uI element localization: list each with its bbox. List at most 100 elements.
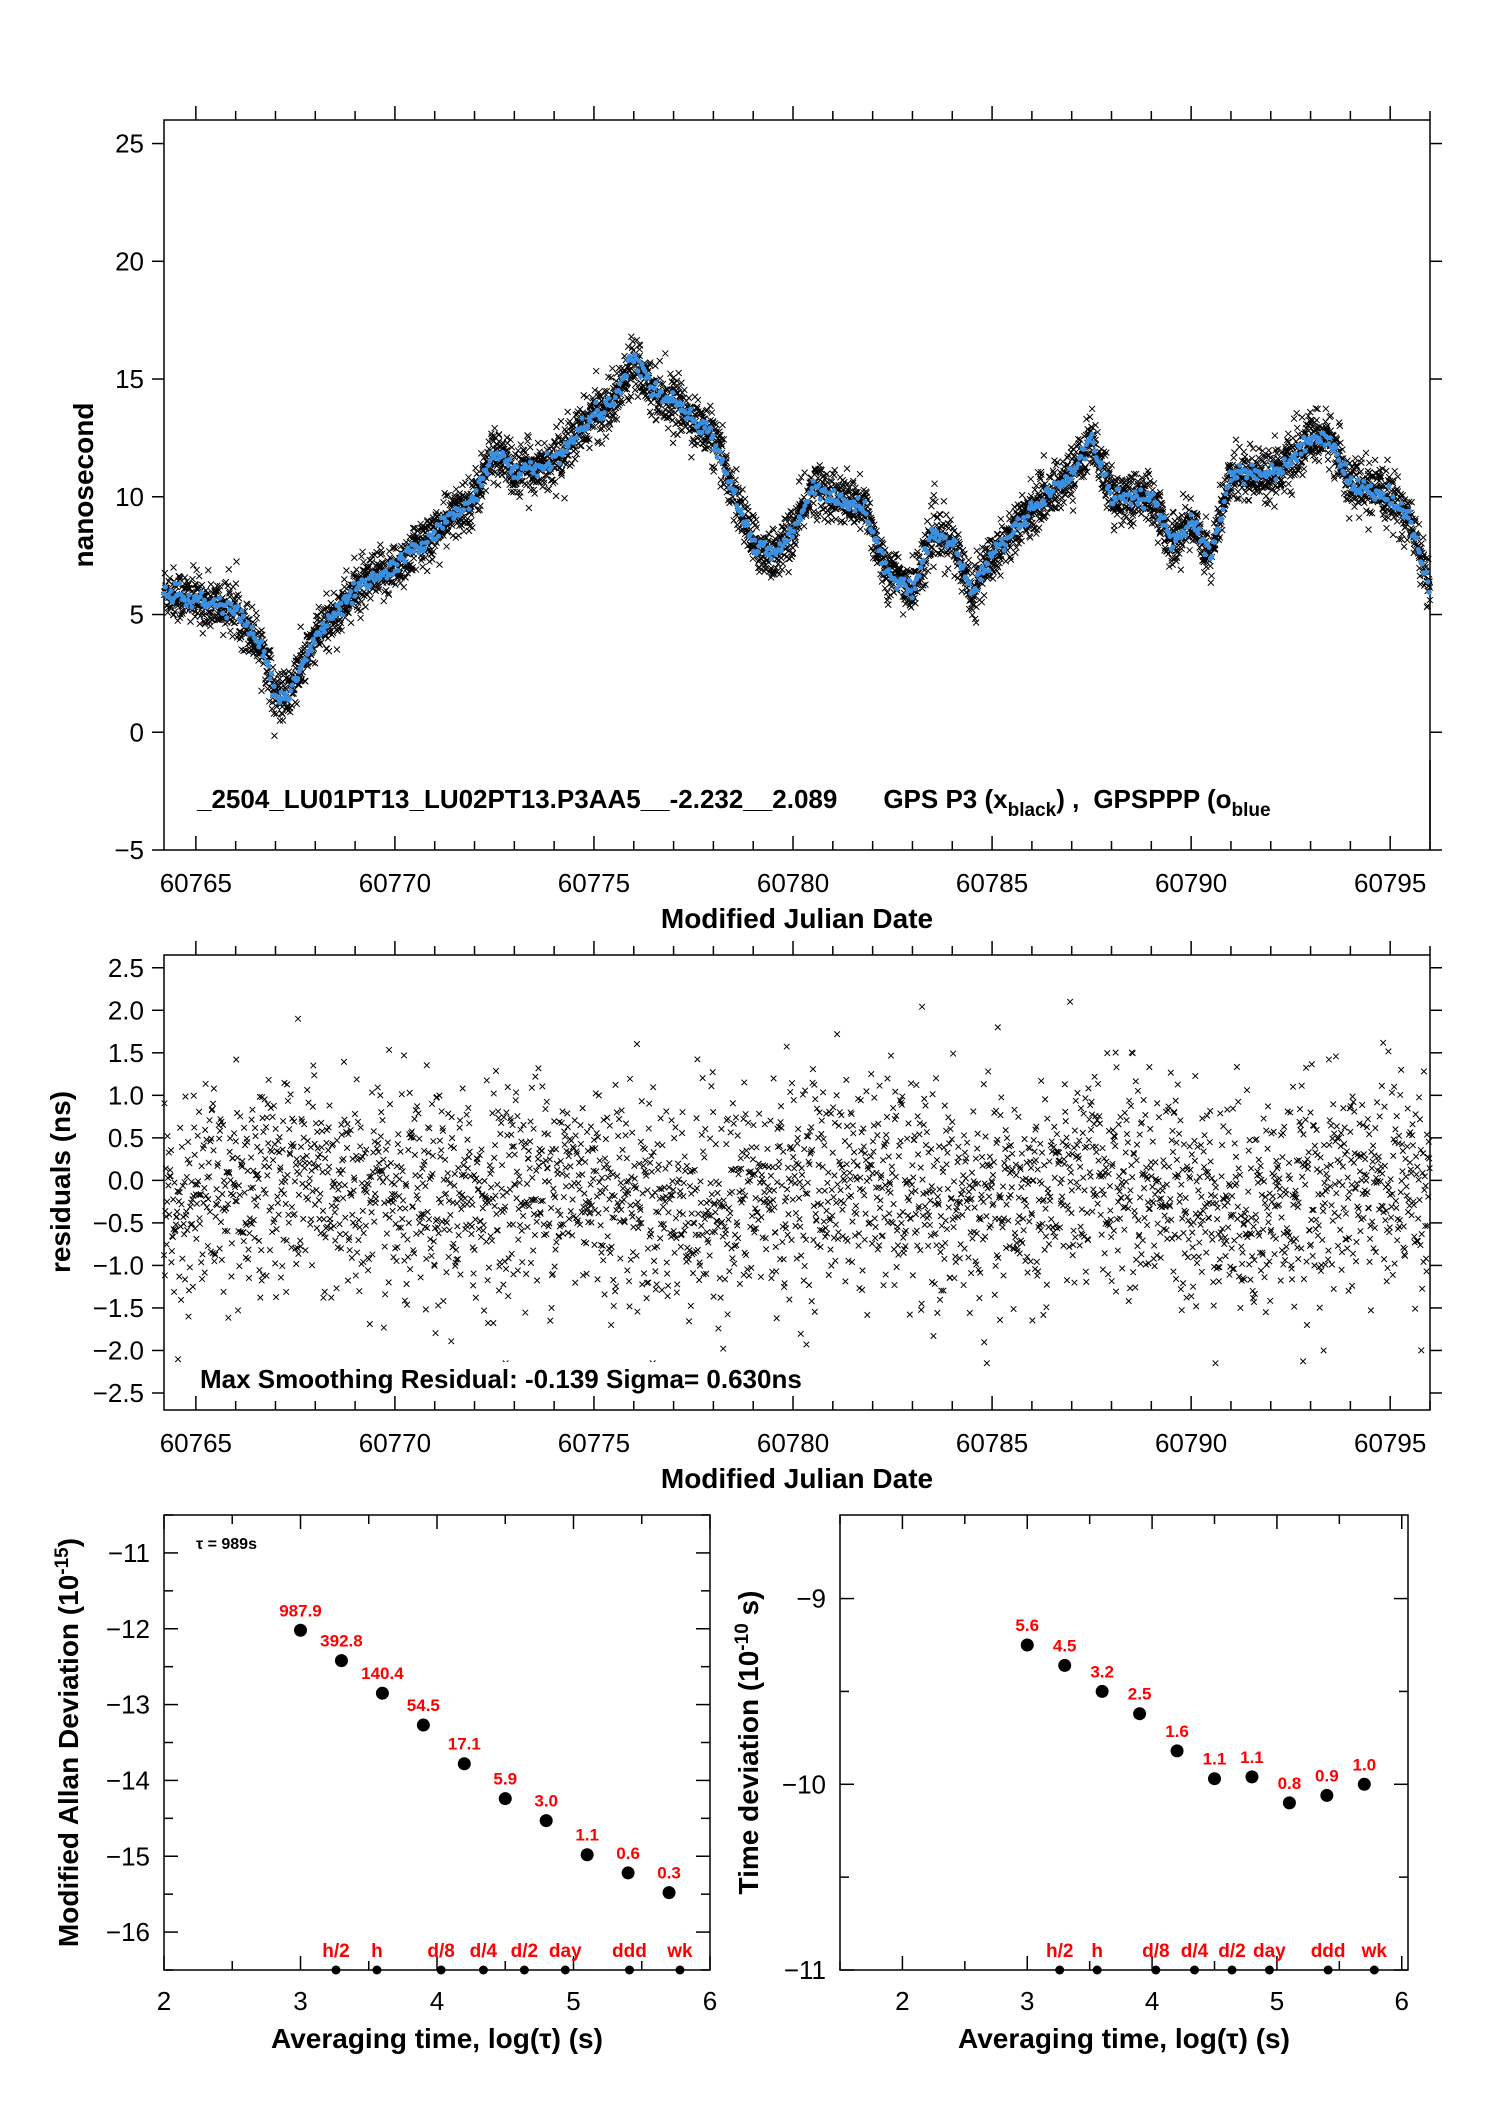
data-point bbox=[486, 463, 491, 468]
data-point bbox=[1028, 476, 1034, 482]
data-point bbox=[395, 568, 400, 573]
data-point bbox=[341, 584, 347, 590]
data-point bbox=[271, 733, 277, 739]
data-point bbox=[745, 508, 751, 514]
data-point bbox=[312, 640, 317, 645]
data-point bbox=[1186, 507, 1192, 513]
y-tick-label: −5 bbox=[114, 835, 144, 865]
data-point bbox=[224, 615, 229, 620]
data-point bbox=[1372, 457, 1378, 463]
data-point bbox=[652, 386, 657, 391]
data-point bbox=[1384, 457, 1390, 463]
data-point bbox=[618, 391, 623, 396]
data-point bbox=[1294, 410, 1300, 416]
data-point bbox=[483, 488, 489, 494]
data-point bbox=[429, 556, 435, 562]
data-point bbox=[259, 688, 265, 694]
data-point bbox=[1326, 466, 1332, 472]
data-point bbox=[929, 544, 935, 550]
data-point bbox=[814, 517, 820, 523]
data-point bbox=[295, 676, 300, 681]
data-point bbox=[593, 368, 599, 374]
data-point bbox=[1231, 449, 1237, 455]
data-point bbox=[217, 595, 222, 600]
data-point bbox=[1208, 580, 1214, 586]
data-point bbox=[969, 612, 975, 618]
data-point bbox=[584, 394, 590, 400]
data-point bbox=[436, 533, 441, 538]
data-point bbox=[360, 549, 366, 555]
data-point bbox=[436, 562, 442, 568]
data-point bbox=[1299, 414, 1305, 420]
data-point bbox=[444, 543, 450, 549]
data-point bbox=[177, 581, 182, 586]
data-point bbox=[1182, 504, 1188, 510]
data-point bbox=[553, 424, 559, 430]
data-point bbox=[1188, 495, 1194, 501]
data-point bbox=[1294, 425, 1300, 431]
data-point bbox=[1384, 525, 1390, 531]
data-point bbox=[401, 584, 407, 590]
data-point bbox=[1356, 515, 1362, 521]
data-point bbox=[235, 604, 240, 609]
data-point bbox=[469, 525, 475, 531]
data-point bbox=[981, 592, 987, 598]
data-point bbox=[304, 658, 309, 663]
data-point bbox=[817, 462, 823, 468]
data-point bbox=[1209, 573, 1215, 579]
series-gps-p3 bbox=[161, 334, 1433, 739]
data-point bbox=[351, 581, 356, 586]
data-point bbox=[501, 453, 506, 458]
data-point bbox=[340, 612, 345, 617]
data-point bbox=[943, 512, 949, 518]
data-point bbox=[572, 456, 578, 462]
data-point bbox=[348, 620, 354, 626]
data-point bbox=[942, 571, 948, 577]
series-gpsppp bbox=[161, 352, 1431, 705]
data-point bbox=[212, 597, 217, 602]
data-point bbox=[473, 465, 479, 471]
data-point bbox=[249, 625, 254, 630]
data-point bbox=[190, 562, 196, 568]
y-tick-label: 5 bbox=[130, 600, 144, 630]
data-point bbox=[948, 517, 954, 523]
data-point bbox=[233, 581, 239, 587]
data-point bbox=[569, 460, 575, 466]
data-point bbox=[358, 553, 364, 559]
data-point bbox=[1416, 521, 1422, 527]
data-point bbox=[1272, 483, 1278, 489]
data-point bbox=[236, 595, 242, 601]
data-point bbox=[600, 416, 605, 421]
x-tick-label: 60765 bbox=[160, 868, 232, 898]
data-point bbox=[171, 565, 177, 571]
data-point bbox=[638, 374, 643, 379]
data-point bbox=[1070, 508, 1076, 514]
data-point bbox=[1263, 493, 1269, 499]
data-point bbox=[602, 410, 607, 415]
x-tick-label: 60780 bbox=[757, 868, 829, 898]
data-point bbox=[363, 604, 369, 610]
data-point bbox=[574, 435, 579, 440]
data-point bbox=[1187, 547, 1193, 553]
data-point bbox=[368, 583, 373, 588]
data-point bbox=[945, 566, 951, 572]
data-point bbox=[1089, 406, 1095, 412]
data-point bbox=[1065, 455, 1071, 461]
data-point bbox=[1266, 447, 1272, 453]
data-point bbox=[1178, 567, 1184, 573]
data-point bbox=[932, 481, 938, 487]
data-point bbox=[688, 454, 694, 460]
data-point bbox=[351, 555, 357, 561]
y-tick-label: 10 bbox=[115, 482, 144, 512]
data-point bbox=[842, 519, 848, 525]
data-point bbox=[199, 590, 204, 595]
data-point bbox=[997, 573, 1003, 579]
data-point bbox=[1312, 457, 1318, 463]
data-point bbox=[269, 671, 274, 676]
data-point bbox=[676, 370, 682, 376]
data-point bbox=[1155, 540, 1161, 546]
data-point bbox=[1346, 515, 1352, 521]
data-point bbox=[1087, 414, 1093, 420]
